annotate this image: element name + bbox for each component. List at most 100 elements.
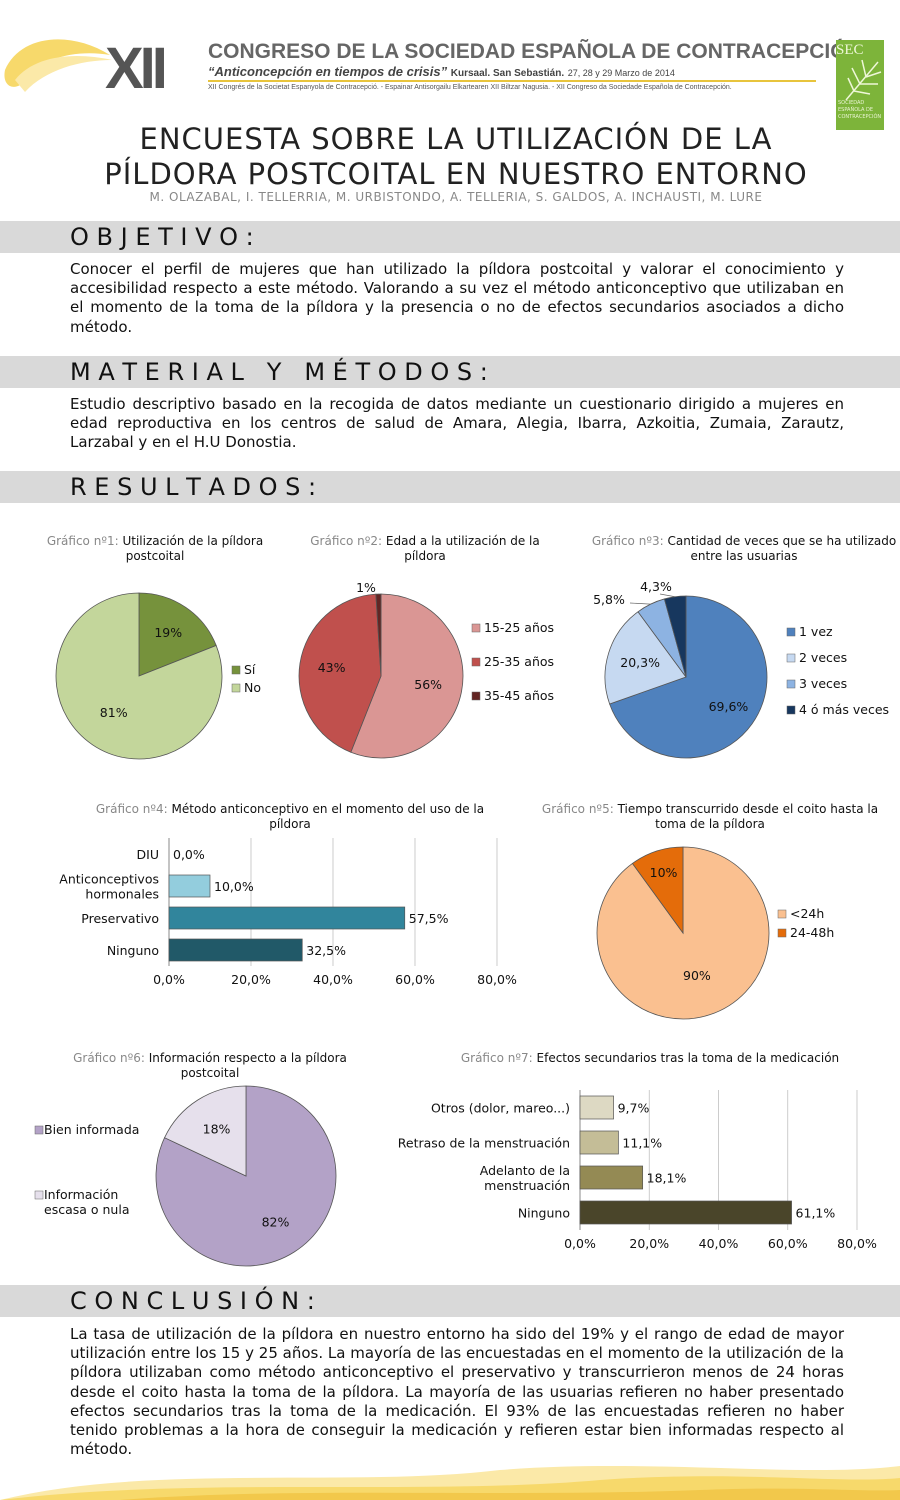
- chart-num-g7: Gráfico nº7:: [460, 1051, 533, 1065]
- g6-legend-swatch-1: [34, 1190, 44, 1200]
- g5-legend-swatch-0: [777, 909, 787, 919]
- g7-tick-2: 40,0%: [699, 1236, 739, 1251]
- g3-legend-label-0: 1 vez: [799, 624, 833, 639]
- g3-label-1: 20,3%: [620, 655, 660, 670]
- g7-tick-3: 60,0%: [768, 1236, 808, 1251]
- venue-text: Kursaal. San Sebastián.: [450, 68, 565, 79]
- g3-legend-swatch-1: [786, 653, 796, 663]
- g7-value-label-1: 11,1%: [622, 1136, 662, 1151]
- g7-category-label-2-1: menstruación: [484, 1178, 570, 1193]
- section-heading-objetivo: O B J E T I V O :: [70, 223, 254, 251]
- g3-legend-label-3: 4 ó más veces: [799, 702, 889, 717]
- chart-title-g2: Gráfico nº2: Edad a la utilización de la…: [305, 534, 545, 564]
- g4-value-label-3: 32,5%: [306, 943, 346, 958]
- g2-legend-label-0: 15-25 años: [484, 620, 554, 635]
- g5-slice-1: [631, 846, 684, 935]
- g7-category-label-2-0: Adelanto de la: [480, 1163, 570, 1178]
- g2-legend-label-2: 35-45 años: [484, 688, 554, 703]
- poster-title-line2: PÍLDORA POSTCOITAL EN NUESTRO ENTORNO: [104, 157, 808, 191]
- g1-label-1: 81%: [100, 705, 128, 720]
- g2-label-2: 1%: [356, 580, 376, 595]
- congress-slogan: “Anticoncepción en tiempos de crisis” Ku…: [208, 64, 675, 79]
- g3-legend-label-1: 2 veces: [799, 650, 847, 665]
- g5-label-0: 90%: [683, 968, 711, 983]
- section-heading-material: M A T E R I A L Y M É T O D O S :: [70, 358, 488, 386]
- g1-slice-1: [55, 592, 223, 760]
- dates-text: 27, 28 y 29 Marzo de 2014: [567, 68, 675, 78]
- g4-bar-1: [168, 874, 211, 898]
- g6-legend-swatch-0: [34, 1125, 44, 1135]
- palm-leaf-icon: [845, 59, 882, 101]
- section-bar-material: M A T E R I A L Y M É T O D O S :: [0, 356, 900, 388]
- g7-tick-1: 20,0%: [629, 1236, 669, 1251]
- g5-legend-swatch-1: [777, 928, 787, 938]
- g4-category-label-3: Ninguno: [107, 943, 159, 958]
- poster-title-line1: ENCUESTA SOBRE LA UTILIZACIÓN DE LA: [139, 122, 773, 156]
- g2-slice-0: [350, 593, 464, 759]
- g4-value-label-1: 10,0%: [214, 879, 254, 894]
- g7-value-label-0: 9,7%: [618, 1101, 650, 1116]
- g2-label-1: 43%: [318, 660, 346, 675]
- g4-tick-3: 60,0%: [395, 972, 435, 987]
- g2-legend-swatch-0: [471, 623, 481, 633]
- section-bar-objetivo: O B J E T I V O :: [0, 221, 900, 253]
- g1-slice-0: [138, 592, 217, 677]
- g1-legend-label-0: Sí: [244, 662, 256, 677]
- chart-title-g3: Gráfico nº3: Cantidad de veces que se ha…: [588, 534, 900, 564]
- g4-tick-0: 0,0%: [153, 972, 185, 987]
- g4-tick-2: 40,0%: [313, 972, 353, 987]
- g7-bar-2: [579, 1165, 644, 1190]
- poster-title: ENCUESTA SOBRE LA UTILIZACIÓN DE LA PÍLD…: [0, 122, 900, 192]
- material-text: Estudio descriptivo basado en la recogid…: [70, 395, 844, 452]
- g3-label-3: 4,3%: [640, 579, 672, 594]
- chart-num-g1: Gráfico nº1:: [46, 534, 119, 548]
- sec-logo-subtitle: SOCIEDAD ESPAÑOLA DE CONTRACEPCIÓN: [838, 100, 882, 120]
- g7-bar-0: [579, 1095, 614, 1120]
- g4-tick-1: 20,0%: [231, 972, 271, 987]
- g1-label-0: 19%: [154, 625, 182, 640]
- chart-title-g4: Gráfico nº4: Método anticonceptivo en el…: [90, 802, 490, 832]
- g6-legend-label-0-0: Bien informada: [44, 1122, 139, 1137]
- g3-leader-2: [629, 602, 651, 605]
- section-bar-resultados: R E S U L T A D O S :: [0, 471, 900, 503]
- objetivo-text: Conocer el perfil de mujeres que han uti…: [70, 260, 844, 336]
- bottom-decoration: [0, 1466, 900, 1500]
- sec-logo-text: SEC: [836, 42, 864, 58]
- g3-legend-swatch-2: [786, 679, 796, 689]
- g4-category-label-1-1: hormonales: [85, 887, 159, 902]
- g4-value-label-2: 57,5%: [409, 911, 449, 926]
- g7-tick-4: 80,0%: [837, 1236, 877, 1251]
- g4-category-label-1-0: Anticonceptivos: [59, 872, 159, 887]
- g7-tick-0: 0,0%: [564, 1236, 596, 1251]
- g5-legend-label-1: 24-48h: [790, 925, 834, 940]
- chart-num-g3: Gráfico nº3:: [591, 534, 664, 548]
- g1-legend-swatch-1: [231, 683, 241, 693]
- g3-legend-swatch-3: [786, 705, 796, 715]
- g7-value-label-3: 61,1%: [796, 1206, 836, 1221]
- g3-slice-3: [663, 595, 687, 678]
- g1-legend-label-1: No: [244, 680, 261, 695]
- g6-legend-label-1-0: Información: [44, 1187, 118, 1202]
- chart-num-g5: Gráfico nº5:: [541, 802, 614, 816]
- chart-title-g5: Gráfico nº5: Tiempo transcurrido desde e…: [535, 802, 885, 832]
- g2-slice-1: [298, 593, 382, 753]
- g3-slice-0: [609, 595, 768, 759]
- section-bar-conclusion: C O N C L U S I Ó N :: [0, 1285, 900, 1317]
- chart-title-text-g4: Método anticonceptivo en el momento del …: [171, 802, 485, 831]
- header-divider: [208, 80, 816, 82]
- g4-tick-4: 80,0%: [477, 972, 517, 987]
- g7-category-label-1: Retraso de la menstruación: [398, 1136, 570, 1151]
- g7-category-label-3: Ninguno: [518, 1206, 570, 1221]
- g5-legend-label-0: <24h: [790, 906, 824, 921]
- g5-label-1: 10%: [650, 865, 678, 880]
- g4-bar-3: [168, 938, 303, 962]
- chart-title-text-g5: Tiempo transcurrido desde el coito hasta…: [617, 802, 879, 831]
- g6-slice-1: [164, 1085, 247, 1177]
- chart-title-g7: Gráfico nº7: Efectos secundarios tras la…: [445, 1051, 855, 1066]
- g7-bar-3: [579, 1200, 792, 1225]
- g6-legend-label-1-1: escasa o nula: [44, 1202, 129, 1217]
- chart-title-text-g6: Información respecto a la píldora postco…: [148, 1051, 347, 1080]
- g6-label-1: 18%: [203, 1122, 231, 1137]
- g2-legend-swatch-2: [471, 691, 481, 701]
